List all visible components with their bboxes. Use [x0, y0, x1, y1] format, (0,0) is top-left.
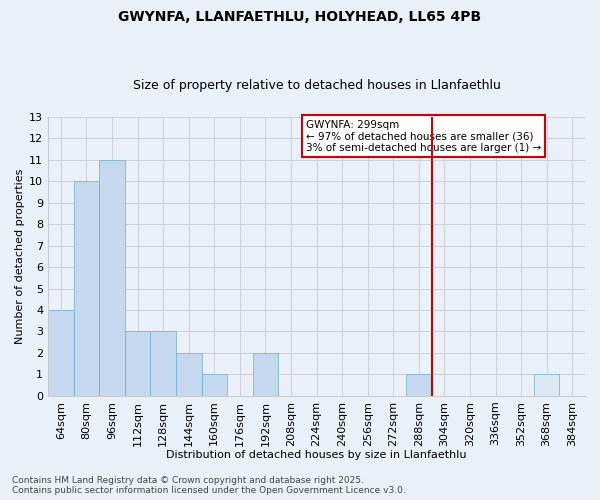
Y-axis label: Number of detached properties: Number of detached properties: [15, 168, 25, 344]
Bar: [48, 310, 74, 396]
Bar: [253, 353, 278, 396]
Text: Contains HM Land Registry data © Crown copyright and database right 2025.
Contai: Contains HM Land Registry data © Crown c…: [12, 476, 406, 495]
Bar: [202, 374, 227, 396]
Bar: [151, 332, 176, 396]
X-axis label: Distribution of detached houses by size in Llanfaethlu: Distribution of detached houses by size …: [166, 450, 467, 460]
Bar: [74, 181, 99, 396]
Text: GWYNFA, LLANFAETHLU, HOLYHEAD, LL65 4PB: GWYNFA, LLANFAETHLU, HOLYHEAD, LL65 4PB: [118, 10, 482, 24]
Bar: [176, 353, 202, 396]
Text: GWYNFA: 299sqm
← 97% of detached houses are smaller (36)
3% of semi-detached hou: GWYNFA: 299sqm ← 97% of detached houses …: [306, 120, 541, 153]
Bar: [99, 160, 125, 396]
Title: Size of property relative to detached houses in Llanfaethlu: Size of property relative to detached ho…: [133, 79, 500, 92]
Bar: [534, 374, 559, 396]
Bar: [125, 332, 151, 396]
Bar: [406, 374, 431, 396]
